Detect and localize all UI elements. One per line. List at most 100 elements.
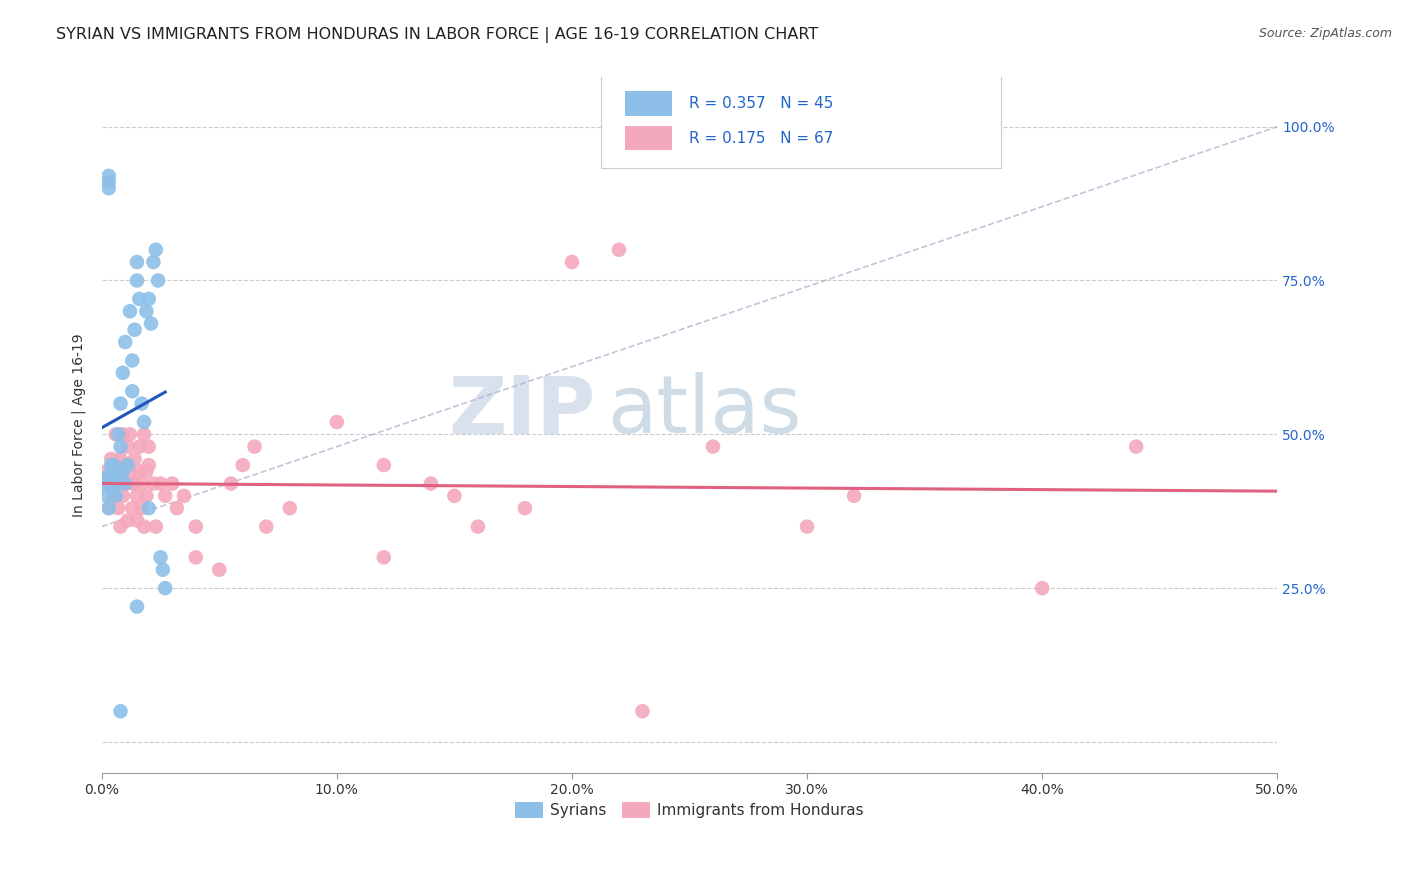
- Point: [110, 396, 132, 410]
- Point: [131, 476, 153, 491]
- Point: [138, 440, 160, 454]
- Point: [162, 476, 184, 491]
- Point: [124, 323, 146, 337]
- Point: [125, 513, 148, 527]
- Point: [97, 169, 120, 183]
- Point: [100, 476, 122, 491]
- Point: [117, 513, 139, 527]
- Point: [110, 440, 132, 454]
- Point: [111, 366, 134, 380]
- Point: [97, 181, 120, 195]
- Point: [107, 476, 129, 491]
- Point: [103, 489, 125, 503]
- Point: [243, 440, 266, 454]
- Point: [103, 464, 125, 478]
- Point: [121, 501, 143, 516]
- Point: [561, 255, 583, 269]
- Point: [125, 273, 148, 287]
- Point: [118, 304, 141, 318]
- Point: [117, 458, 139, 472]
- Point: [118, 427, 141, 442]
- Point: [97, 175, 120, 189]
- Point: [107, 427, 129, 442]
- Point: [631, 704, 654, 718]
- Point: [173, 489, 195, 503]
- Point: [96, 489, 118, 503]
- Text: Source: ZipAtlas.com: Source: ZipAtlas.com: [1258, 27, 1392, 40]
- Point: [128, 292, 150, 306]
- Point: [124, 451, 146, 466]
- Point: [796, 519, 818, 533]
- Point: [118, 464, 141, 478]
- Point: [97, 470, 120, 484]
- Point: [254, 519, 277, 533]
- Point: [131, 396, 153, 410]
- Point: [513, 501, 536, 516]
- Point: [110, 519, 132, 533]
- Point: [93, 476, 115, 491]
- Point: [121, 384, 143, 399]
- Point: [142, 476, 165, 491]
- Point: [132, 427, 155, 442]
- Point: [121, 476, 143, 491]
- Point: [467, 519, 489, 533]
- Legend: Syrians, Immigrants from Honduras: Syrians, Immigrants from Honduras: [509, 796, 870, 824]
- Point: [107, 470, 129, 484]
- Y-axis label: In Labor Force | Age 16-19: In Labor Force | Age 16-19: [72, 334, 86, 516]
- Point: [419, 476, 441, 491]
- Point: [138, 501, 160, 516]
- Point: [117, 440, 139, 454]
- Point: [100, 451, 122, 466]
- Text: ZIP: ZIP: [449, 372, 596, 450]
- Point: [93, 476, 115, 491]
- Point: [103, 483, 125, 497]
- Point: [110, 451, 132, 466]
- Point: [104, 476, 127, 491]
- Point: [103, 464, 125, 478]
- Point: [373, 458, 395, 472]
- Point: [132, 415, 155, 429]
- Point: [131, 501, 153, 516]
- Point: [114, 476, 136, 491]
- Point: [128, 464, 150, 478]
- Point: [135, 464, 157, 478]
- Point: [145, 243, 167, 257]
- Point: [152, 563, 174, 577]
- Point: [443, 489, 465, 503]
- Point: [121, 353, 143, 368]
- Point: [607, 243, 630, 257]
- Point: [153, 581, 176, 595]
- Point: [103, 458, 125, 472]
- Point: [111, 464, 134, 478]
- Point: [125, 489, 148, 503]
- Point: [138, 458, 160, 472]
- Text: R = 0.175   N = 67: R = 0.175 N = 67: [689, 131, 834, 146]
- Text: atlas: atlas: [607, 372, 801, 450]
- Point: [104, 427, 127, 442]
- Point: [104, 489, 127, 503]
- Point: [104, 476, 127, 491]
- Point: [153, 489, 176, 503]
- Point: [125, 599, 148, 614]
- Text: SYRIAN VS IMMIGRANTS FROM HONDURAS IN LABOR FORCE | AGE 16-19 CORRELATION CHART: SYRIAN VS IMMIGRANTS FROM HONDURAS IN LA…: [56, 27, 818, 43]
- FancyBboxPatch shape: [624, 126, 672, 151]
- Point: [208, 563, 231, 577]
- Point: [146, 273, 169, 287]
- Point: [1031, 581, 1053, 595]
- Point: [1125, 440, 1147, 454]
- Point: [219, 476, 242, 491]
- Point: [100, 458, 122, 472]
- FancyBboxPatch shape: [624, 91, 672, 116]
- Point: [132, 519, 155, 533]
- Point: [842, 489, 865, 503]
- Point: [145, 519, 167, 533]
- Point: [96, 464, 118, 478]
- Point: [149, 550, 172, 565]
- Point: [166, 501, 188, 516]
- Point: [97, 501, 120, 516]
- Point: [114, 476, 136, 491]
- Point: [135, 489, 157, 503]
- Point: [114, 334, 136, 349]
- Point: [111, 489, 134, 503]
- Point: [232, 458, 254, 472]
